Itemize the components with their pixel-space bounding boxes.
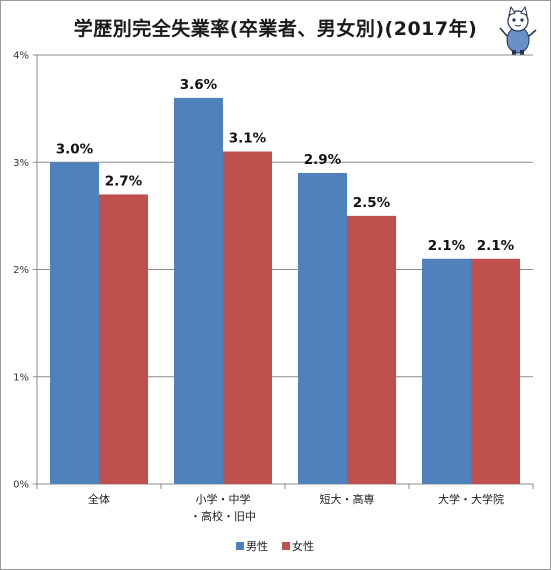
bar (298, 172, 347, 484)
data-label: 3.0% (56, 141, 94, 157)
bar (347, 215, 396, 484)
legend-label: 男性 (246, 539, 268, 553)
category-label: 短大・高専 (320, 492, 375, 506)
y-tick-label: 0% (13, 480, 29, 491)
data-label: 3.1% (229, 131, 267, 147)
y-tick-label: 2% (13, 265, 29, 276)
bar (50, 162, 99, 484)
y-tick-label: 4% (13, 51, 29, 62)
data-label: 2.9% (304, 152, 342, 168)
y-tick-label: 3% (13, 158, 29, 169)
bar (422, 258, 471, 484)
data-label: 2.1% (428, 238, 466, 254)
bar (471, 258, 520, 484)
mascot-icon (499, 6, 537, 55)
category-label: 大学・大学院 (438, 492, 504, 506)
bar (99, 194, 148, 485)
y-tick-label: 1% (13, 372, 29, 383)
data-label: 3.6% (180, 77, 218, 93)
category-label: 全体 (88, 492, 110, 506)
data-label: 2.5% (353, 195, 391, 211)
bar (174, 97, 223, 485)
legend-swatch (236, 542, 244, 550)
category-label: 小学・中学 (196, 492, 251, 506)
bar (223, 151, 272, 484)
legend-label: 女性 (292, 539, 314, 553)
data-label: 2.7% (105, 173, 143, 189)
chart-title: 学歴別完全失業率(卒業者、男女別)(2017年) (73, 18, 478, 40)
data-label: 2.1% (477, 238, 515, 254)
legend-swatch (282, 542, 290, 550)
category-label: ・高校・旧中 (190, 509, 256, 523)
